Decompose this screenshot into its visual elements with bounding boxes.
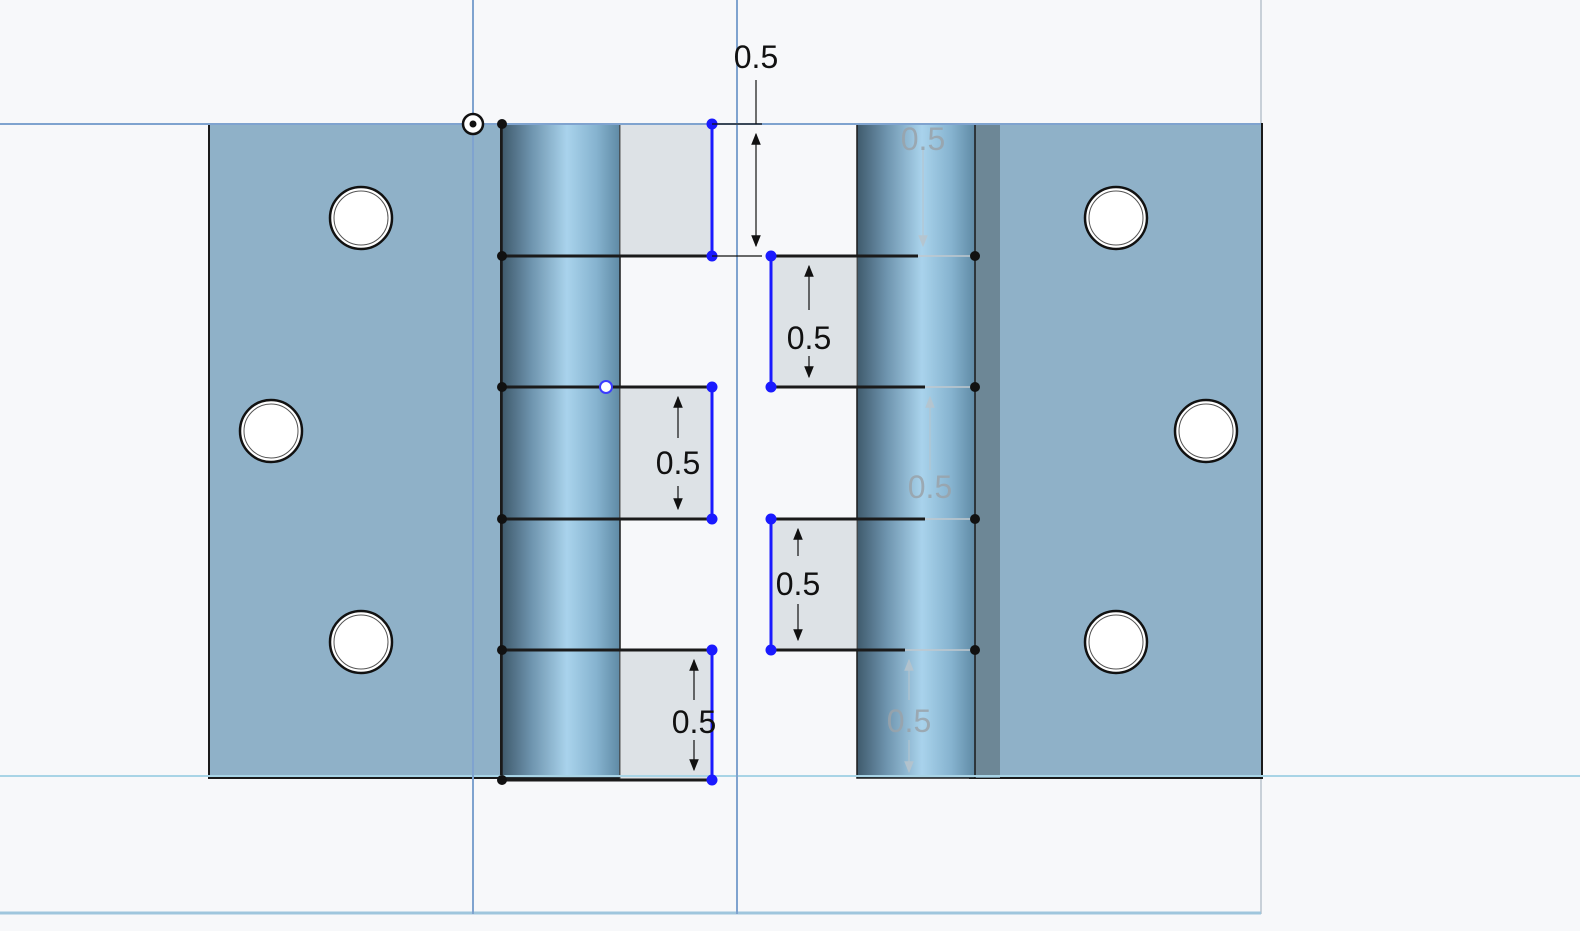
dimension-label-ghost: 0.5 <box>887 703 931 739</box>
dimension-left-middle[interactable]: 0.5 <box>656 395 700 511</box>
sketch-region-right-lower[interactable] <box>770 518 858 651</box>
right-knuckle-ghost-lines <box>905 255 972 651</box>
dimension-label[interactable]: 0.5 <box>776 566 820 602</box>
dimension-top-left-gap[interactable]: 0.5 <box>712 39 778 257</box>
right-knuckle[interactable] <box>856 123 976 779</box>
hole-right-middle[interactable] <box>1173 398 1239 464</box>
dimension-label[interactable]: 0.5 <box>734 39 778 75</box>
hole-right-bottom[interactable] <box>1083 609 1149 675</box>
sketch-region-right-upper[interactable] <box>770 255 858 388</box>
dimension-label[interactable]: 0.5 <box>672 704 716 740</box>
dimension-label[interactable]: 0.5 <box>787 320 831 356</box>
left-knuckle-division-lines <box>502 254 712 782</box>
sketch-region-left-top[interactable] <box>619 123 713 257</box>
dimension-label-ghost: 0.5 <box>901 121 945 157</box>
dimension-hidden-top: 0.5 <box>901 121 945 248</box>
right-knuckle-division-lines <box>771 254 925 652</box>
dimension-hidden-bottom: 0.5 <box>887 658 931 774</box>
hole-right-top[interactable] <box>1083 185 1149 251</box>
dimension-right-lower[interactable]: 0.5 <box>776 527 820 642</box>
right-leaf-holes <box>1083 185 1239 675</box>
dimension-label-ghost: 0.5 <box>908 469 952 505</box>
hole-left-bottom[interactable] <box>328 609 394 675</box>
left-leaf-holes <box>238 185 394 675</box>
dimension-right-upper[interactable]: 0.5 <box>787 264 831 379</box>
hole-left-middle[interactable] <box>238 398 304 464</box>
sketch-points-black[interactable] <box>497 119 980 785</box>
dimension-left-bottom[interactable]: 0.5 <box>672 658 716 772</box>
sketch-region-left-middle[interactable] <box>619 386 713 520</box>
midpoint-marker[interactable] <box>599 380 613 394</box>
hole-left-top[interactable] <box>328 185 394 251</box>
dimension-hidden-middle: 0.5 <box>908 395 952 505</box>
dimension-label[interactable]: 0.5 <box>656 445 700 481</box>
origin-icon[interactable] <box>461 112 485 136</box>
sketch-blue-lines[interactable] <box>710 124 773 780</box>
left-knuckle[interactable] <box>501 123 621 779</box>
